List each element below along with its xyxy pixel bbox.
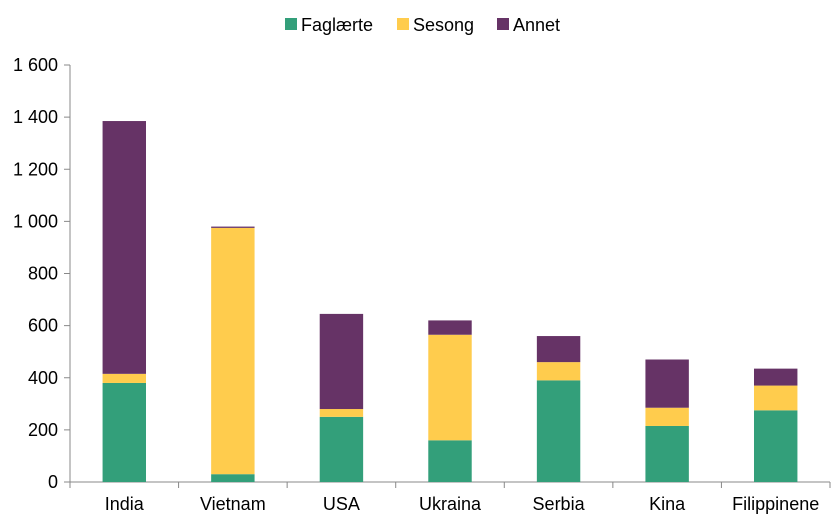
y-tick-label: 800 xyxy=(28,264,58,284)
bar-segment-annet xyxy=(319,313,364,410)
bar-segment-faglærte xyxy=(319,416,364,482)
bar-stack-kina xyxy=(645,359,689,482)
legend-label: Sesong xyxy=(413,15,474,35)
y-tick-label: 400 xyxy=(28,368,58,388)
bar-segment-annet xyxy=(102,121,146,374)
legend: Faglærte Sesong Annet xyxy=(285,15,560,35)
y-tick-label: 600 xyxy=(28,316,58,336)
bar-segment-annet xyxy=(536,336,581,363)
bar-segment-annet xyxy=(754,368,798,386)
x-axis: India Vietnam USA Ukraina Serbia Kina Filippin… xyxy=(69,481,831,514)
y-tick-label: 200 xyxy=(28,420,58,440)
bar-stack-india xyxy=(102,121,146,482)
bar-segment-annet xyxy=(211,226,255,228)
legend-item-sesong: Sesong xyxy=(397,15,474,35)
x-tick-label: Ukraina xyxy=(419,494,482,514)
bar-segment-faglærte xyxy=(754,410,798,482)
bar-segment-sesong xyxy=(536,362,581,381)
y-tick-label: 1 400 xyxy=(13,107,58,127)
legend-label: Annet xyxy=(513,15,560,35)
x-tick-label: India xyxy=(105,494,145,514)
x-tick-label: USA xyxy=(323,494,360,514)
legend-item-annet: Annet xyxy=(497,15,560,35)
legend-swatch xyxy=(497,18,509,30)
legend-swatch xyxy=(285,18,297,30)
legend-label: Faglærte xyxy=(301,15,373,35)
y-tick-label: 1 000 xyxy=(13,211,58,231)
bar-segment-faglærte xyxy=(211,474,255,482)
bar-segment-annet xyxy=(428,320,472,335)
y-axis: 0 200 400 600 800 1 000 1 200 1 400 1 600 xyxy=(13,55,71,492)
bar-segment-sesong xyxy=(754,385,798,411)
bar-segment-faglærte xyxy=(536,380,581,482)
bar-segment-sesong xyxy=(102,373,146,383)
x-tick-label: Serbia xyxy=(533,494,586,514)
bar-stack-usa xyxy=(319,313,364,482)
legend-item-faglærte: Faglærte xyxy=(285,15,373,35)
bar-segment-sesong xyxy=(428,334,472,441)
bar-stack-serbia xyxy=(536,336,581,482)
legend-swatch xyxy=(397,18,409,30)
bar-segment-faglærte xyxy=(102,382,146,482)
bar-segment-annet xyxy=(645,359,689,408)
bar-stack-filippinene xyxy=(754,368,798,482)
x-tick-label: Vietnam xyxy=(200,494,266,514)
bar-segment-sesong xyxy=(645,407,689,426)
bar-stack-ukraina xyxy=(428,320,472,482)
x-tick-label: Kina xyxy=(649,494,686,514)
bar-segment-faglærte xyxy=(645,425,689,482)
x-tick-label: Filippinene xyxy=(732,494,819,514)
y-tick-label: 0 xyxy=(48,472,58,492)
bar-segment-sesong xyxy=(211,227,255,475)
bars xyxy=(102,121,798,482)
bar-segment-sesong xyxy=(319,409,364,417)
y-tick-label: 1 600 xyxy=(13,55,58,75)
y-tick-label: 1 200 xyxy=(13,159,58,179)
bar-segment-faglærte xyxy=(428,440,472,482)
bar-stack-vietnam xyxy=(211,226,255,482)
